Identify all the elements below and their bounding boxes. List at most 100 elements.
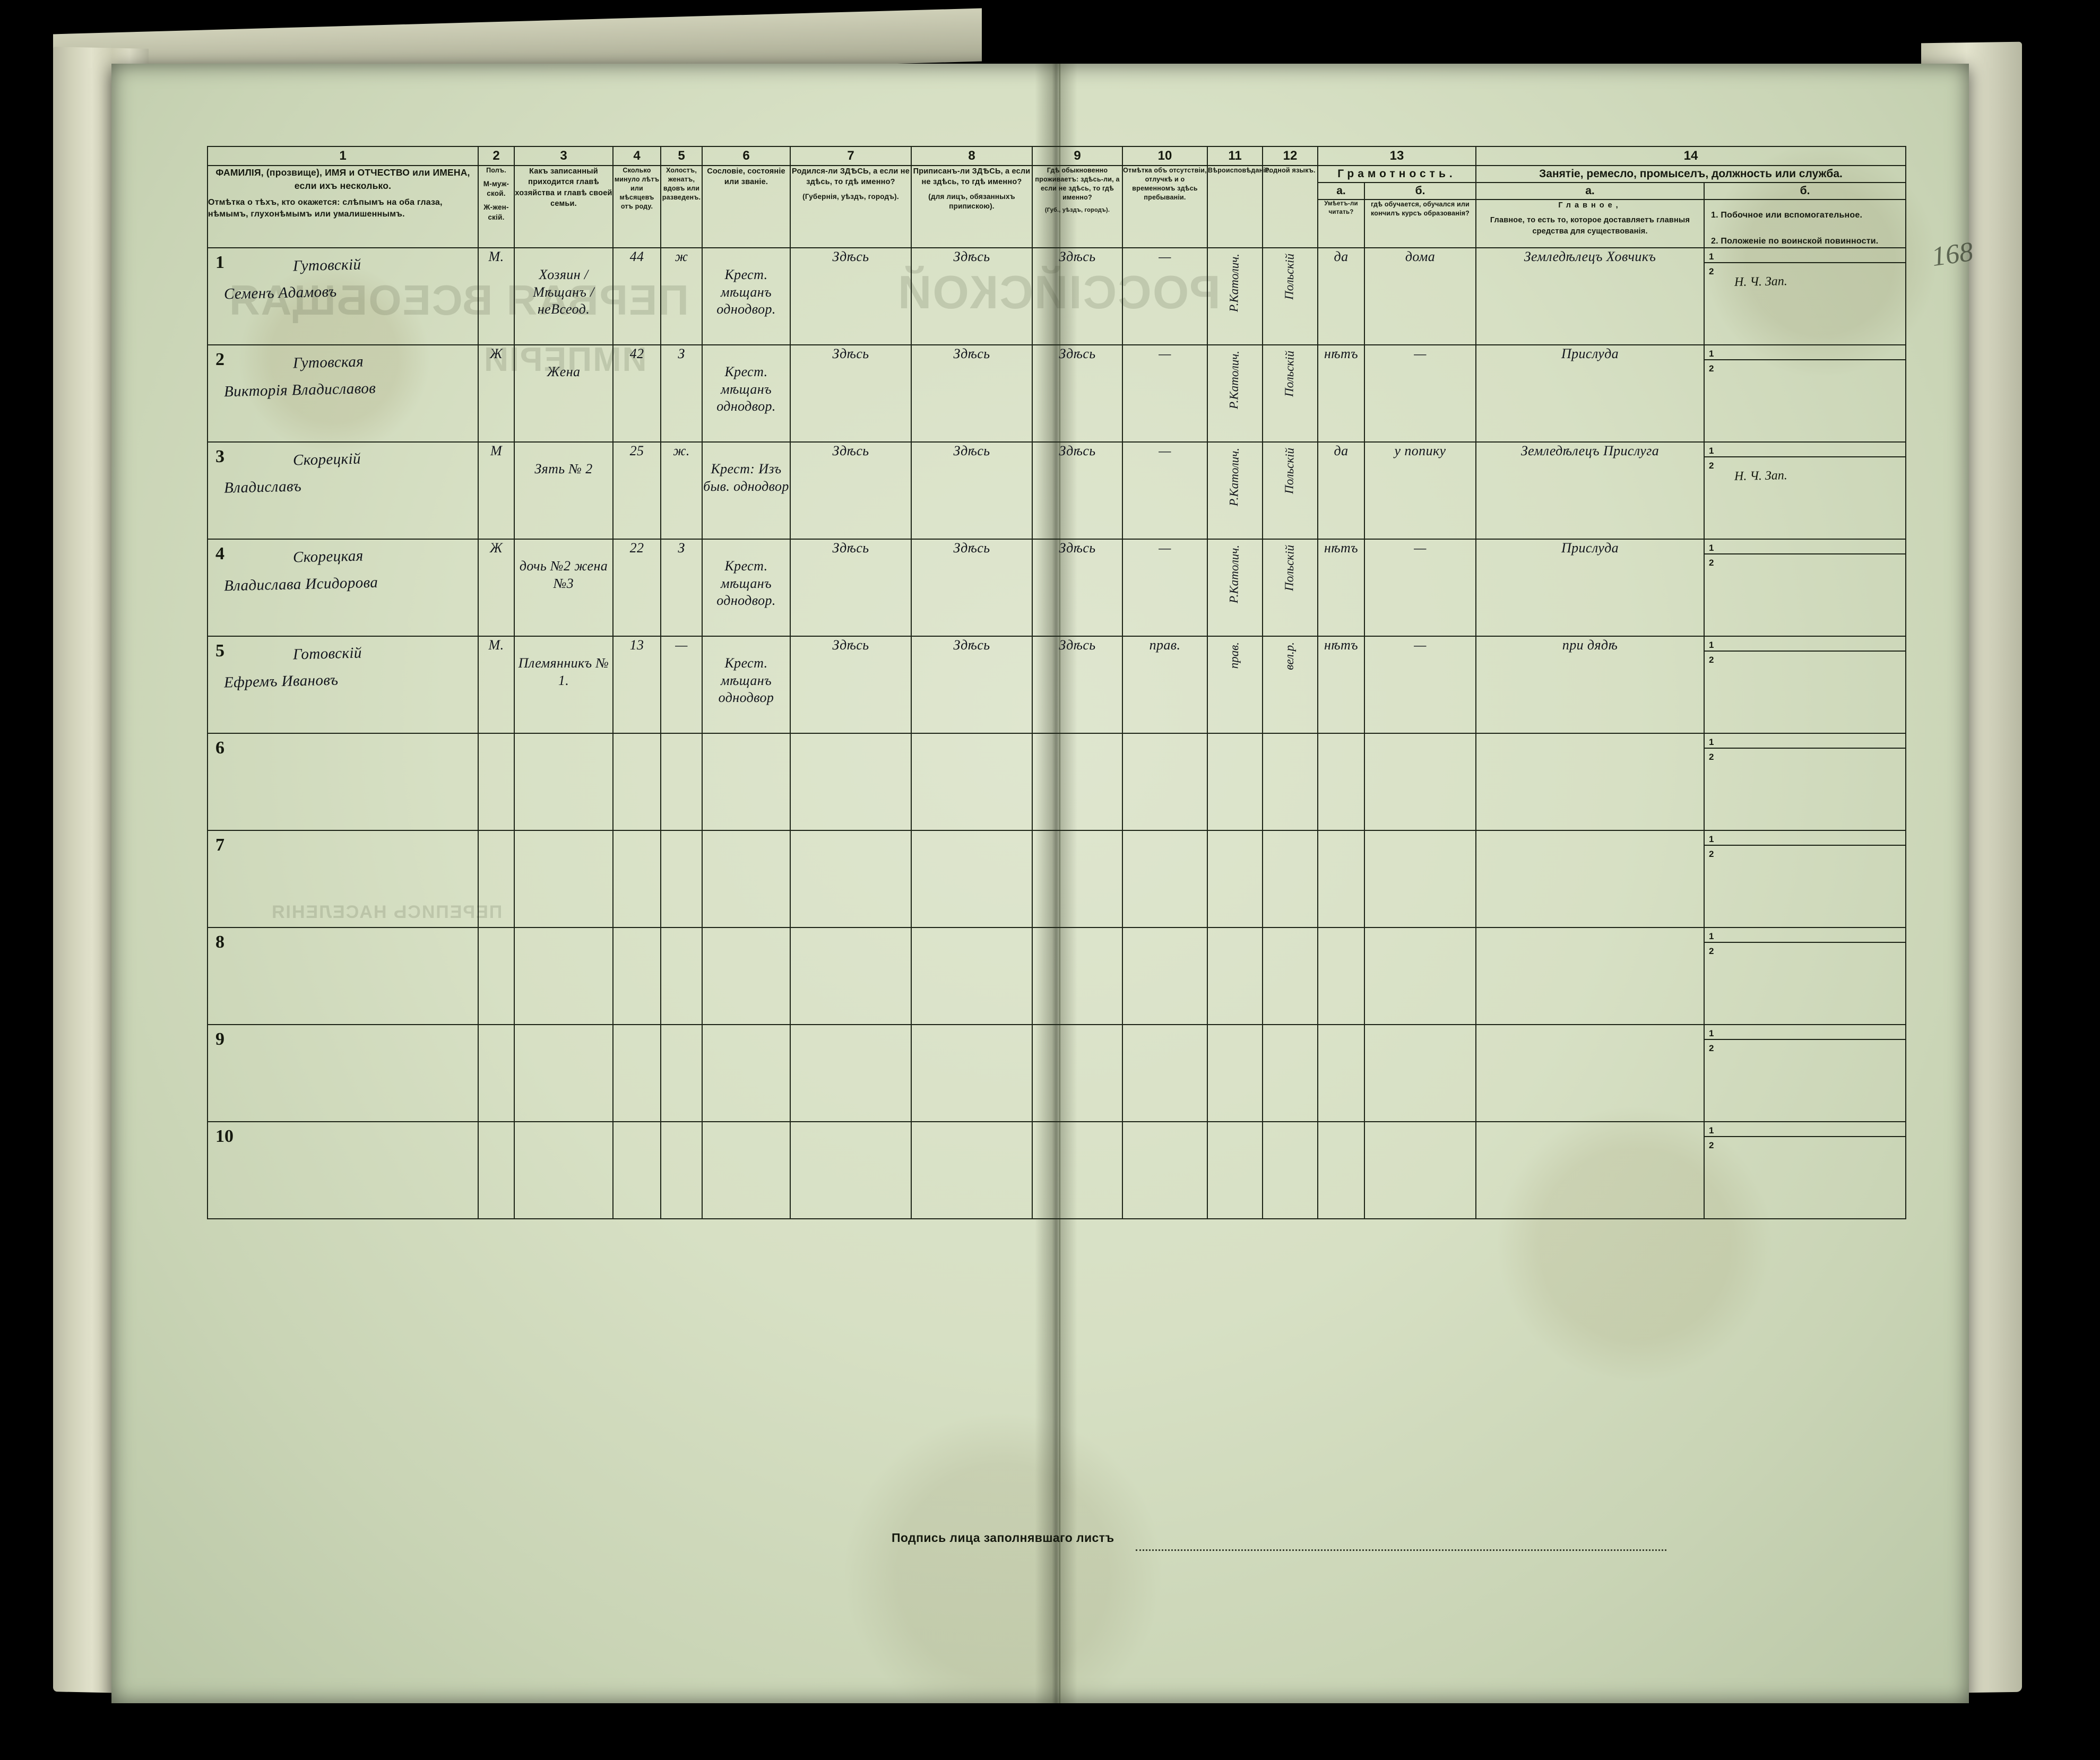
cell-marital[interactable]: —	[660, 636, 703, 734]
occupation-side-slot[interactable]: 1	[1705, 540, 1906, 555]
cell-religion[interactable]	[1207, 830, 1263, 929]
cell-occupation-secondary[interactable]: 1 2 Н. Ч. Зап.	[1704, 247, 1907, 346]
cell-residence[interactable]	[1032, 1024, 1123, 1123]
cell-religion[interactable]: Р.Католич.	[1207, 247, 1263, 346]
cell-age[interactable]	[612, 733, 661, 831]
cell-marital[interactable]	[660, 830, 703, 929]
cell-sex[interactable]: М.	[478, 247, 515, 346]
cell-sex[interactable]: Ж	[478, 539, 515, 637]
cell-relation[interactable]: Зять № 2	[514, 441, 613, 540]
cell-residence[interactable]	[1032, 927, 1123, 1026]
cell-age[interactable]: 13	[612, 636, 661, 734]
cell-name[interactable]: 2 Гутовская Викторія Владиславов	[207, 344, 479, 443]
cell-birthplace[interactable]: Здѣсь	[790, 344, 912, 443]
cell-language[interactable]	[1262, 830, 1318, 929]
cell-literacy-read[interactable]: нѣтъ	[1317, 344, 1365, 443]
cell-estate[interactable]	[702, 830, 791, 929]
cell-literacy-read[interactable]	[1317, 733, 1365, 831]
cell-marital[interactable]: ж	[660, 247, 703, 346]
cell-marital[interactable]: З	[660, 344, 703, 443]
cell-literacy-school[interactable]	[1363, 927, 1477, 1026]
cell-age[interactable]	[612, 1121, 661, 1220]
cell-occupation-main[interactable]: Земледѣлецъ Прислуга	[1475, 441, 1705, 540]
military-status-slot[interactable]: 2	[1709, 558, 1714, 568]
cell-occupation-main[interactable]	[1475, 1121, 1705, 1220]
table-row[interactable]: 4 Скорецкая Владислава Исидорова Ж дочь …	[207, 539, 1907, 637]
cell-birthplace[interactable]	[790, 1121, 912, 1220]
occupation-side-slot[interactable]: 1	[1705, 831, 1906, 846]
cell-sex[interactable]	[478, 1024, 515, 1123]
table-row[interactable]: 2 Гутовская Викторія Владиславов Ж Жена …	[207, 344, 1907, 443]
cell-residence[interactable]: Здѣсь	[1032, 344, 1123, 443]
cell-age[interactable]: 42	[612, 344, 661, 443]
cell-registration[interactable]: Здѣсь	[911, 344, 1033, 443]
cell-occupation-main[interactable]: Прислуда	[1475, 539, 1705, 637]
cell-birthplace[interactable]	[790, 1024, 912, 1123]
cell-age[interactable]: 22	[612, 539, 661, 637]
cell-absence[interactable]	[1122, 830, 1208, 929]
table-row[interactable]: 6 1 2	[207, 733, 1907, 831]
cell-occupation-secondary[interactable]: 1 2 Н. Ч. Зап.	[1704, 441, 1907, 540]
cell-relation[interactable]: дочь №2 жена №3	[514, 539, 613, 637]
cell-sex[interactable]	[478, 830, 515, 929]
cell-absence[interactable]: —	[1122, 344, 1208, 443]
table-row[interactable]: 8 1 2	[207, 927, 1907, 1026]
table-row[interactable]: 3 Скорецкій Владиславъ М Зять № 2 25 ж. …	[207, 441, 1907, 540]
table-row[interactable]: 5 Готовскій Ефремъ Ивановъ М. Племянникъ…	[207, 636, 1907, 734]
cell-language[interactable]: Польскій	[1262, 441, 1318, 540]
cell-language[interactable]	[1262, 1024, 1318, 1123]
cell-absence[interactable]: —	[1122, 539, 1208, 637]
cell-birthplace[interactable]: Здѣсь	[790, 441, 912, 540]
military-status-slot[interactable]: 2	[1709, 849, 1714, 860]
cell-literacy-read[interactable]	[1317, 1121, 1365, 1220]
cell-absence[interactable]: —	[1122, 247, 1208, 346]
cell-relation[interactable]: Жена	[514, 344, 613, 443]
cell-marital[interactable]	[660, 1024, 703, 1123]
cell-name[interactable]: 4 Скорецкая Владислава Исидорова	[207, 539, 479, 637]
cell-residence[interactable]: Здѣсь	[1032, 539, 1123, 637]
cell-literacy-school[interactable]: дома	[1363, 247, 1477, 346]
cell-literacy-school[interactable]	[1363, 1024, 1477, 1123]
cell-religion[interactable]: Р.Католич.	[1207, 441, 1263, 540]
cell-birthplace[interactable]	[790, 733, 912, 831]
cell-sex[interactable]: М.	[478, 636, 515, 734]
cell-relation[interactable]: Племянникъ № 1.	[514, 636, 613, 734]
cell-literacy-read[interactable]: да	[1317, 441, 1365, 540]
military-status-slot[interactable]: 2	[1709, 1043, 1714, 1054]
cell-marital[interactable]: З	[660, 539, 703, 637]
occupation-side-slot[interactable]: 1	[1705, 1025, 1906, 1041]
cell-relation[interactable]	[514, 927, 613, 1026]
cell-sex[interactable]: М	[478, 441, 515, 540]
cell-absence[interactable]	[1122, 1121, 1208, 1220]
cell-estate[interactable]: Крест: Изъ быв. однодвор	[702, 441, 791, 540]
cell-estate[interactable]: Крест. мѣщанъ однодвор.	[702, 344, 791, 443]
cell-religion[interactable]	[1207, 927, 1263, 1026]
cell-residence[interactable]: Здѣсь	[1032, 636, 1123, 734]
cell-literacy-school[interactable]	[1363, 830, 1477, 929]
cell-literacy-read[interactable]	[1317, 830, 1365, 929]
cell-literacy-school[interactable]: —	[1363, 539, 1477, 637]
occupation-side-slot[interactable]: 1	[1705, 928, 1906, 943]
cell-sex[interactable]	[478, 927, 515, 1026]
cell-absence[interactable]	[1122, 1024, 1208, 1123]
cell-residence[interactable]	[1032, 1121, 1123, 1220]
occupation-side-slot[interactable]: 1	[1705, 345, 1906, 361]
cell-occupation-secondary[interactable]: 1 2	[1704, 927, 1907, 1026]
military-status-slot[interactable]: 2 Н. Ч. Зап.	[1709, 461, 1787, 484]
signature-line[interactable]	[1136, 1549, 1666, 1551]
cell-registration[interactable]	[911, 1121, 1033, 1220]
cell-relation[interactable]: Хозяин / Мѣщанъ / неВсеод.	[514, 247, 613, 346]
cell-estate[interactable]	[702, 733, 791, 831]
cell-literacy-read[interactable]: нѣтъ	[1317, 539, 1365, 637]
cell-age[interactable]	[612, 830, 661, 929]
cell-religion[interactable]	[1207, 733, 1263, 831]
cell-registration[interactable]	[911, 1024, 1033, 1123]
cell-relation[interactable]	[514, 1121, 613, 1220]
cell-occupation-secondary[interactable]: 1 2	[1704, 344, 1907, 443]
cell-absence[interactable]: прав.	[1122, 636, 1208, 734]
cell-literacy-school[interactable]: у попику	[1363, 441, 1477, 540]
cell-marital[interactable]	[660, 733, 703, 831]
cell-registration[interactable]: Здѣсь	[911, 441, 1033, 540]
cell-registration[interactable]: Здѣсь	[911, 247, 1033, 346]
cell-religion[interactable]	[1207, 1121, 1263, 1220]
